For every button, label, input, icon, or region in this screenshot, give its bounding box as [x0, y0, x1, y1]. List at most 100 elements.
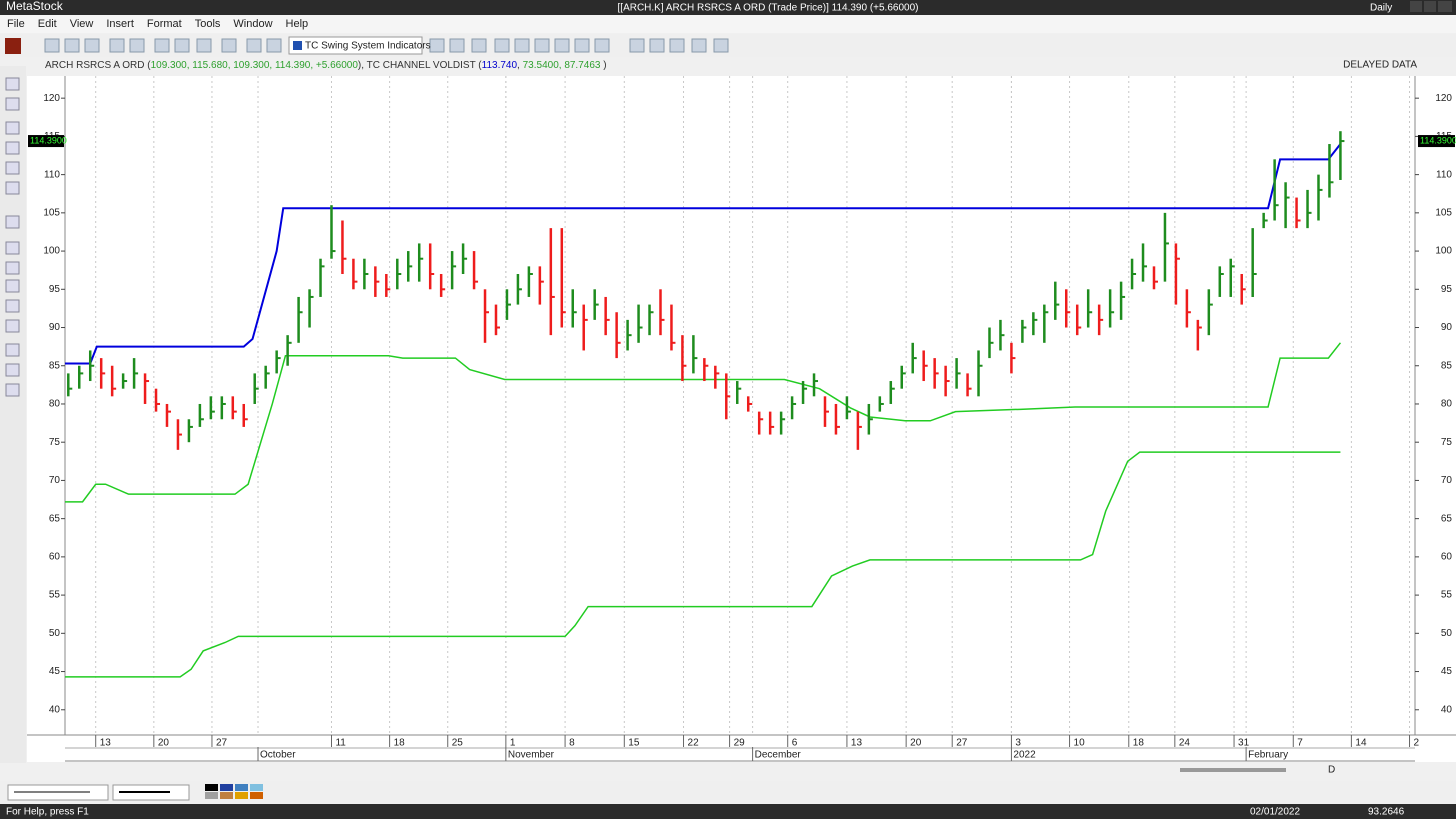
menu-item[interactable]: Edit — [38, 18, 57, 30]
x-tick-label: 2 — [1414, 738, 1420, 749]
x-tick-label: 22 — [688, 738, 700, 749]
palette-color[interactable] — [235, 792, 248, 799]
palette-color[interactable] — [220, 792, 233, 799]
tool-button[interactable] — [691, 38, 707, 53]
tool-button[interactable] — [471, 38, 487, 53]
tool-button[interactable] — [554, 38, 570, 53]
status-bar — [0, 804, 1456, 819]
menu-item[interactable]: Tools — [195, 18, 221, 30]
draw-tool[interactable] — [5, 299, 20, 313]
y-tick-label: 40 — [49, 704, 61, 715]
x-tick-label: 14 — [1355, 738, 1367, 749]
draw-tool[interactable] — [5, 161, 20, 175]
palette-color[interactable] — [250, 792, 263, 799]
status-value: 93.2646 — [1368, 807, 1405, 818]
tool-button[interactable] — [494, 38, 510, 53]
y-tick-label-right: 45 — [1441, 666, 1453, 677]
tool-button[interactable] — [64, 38, 80, 53]
draw-tool[interactable] — [5, 261, 20, 275]
palette-color[interactable] — [235, 784, 248, 791]
tool-button[interactable] — [174, 38, 190, 53]
draw-tool[interactable] — [5, 363, 20, 377]
template-dropdown[interactable] — [288, 36, 423, 55]
palette-color[interactable] — [205, 792, 218, 799]
month-label: 2022 — [1013, 750, 1036, 761]
draw-tool[interactable] — [5, 181, 20, 195]
tool-button[interactable] — [129, 38, 145, 53]
draw-tool[interactable] — [5, 241, 20, 255]
menu-item[interactable]: Insert — [106, 18, 134, 30]
plot: 40 40 45 45 50 50 55 55 60 60 65 65 70 70 75 75 80 80 85 85… — [28, 76, 1456, 761]
x-tick-label: 3 — [1015, 738, 1021, 749]
y-tick-label: 65 — [49, 513, 61, 524]
draw-tool[interactable] — [5, 77, 20, 91]
scroll-bar — [0, 763, 1456, 781]
y-tick-label: 110 — [44, 169, 60, 180]
tool-button[interactable] — [669, 38, 685, 53]
y-tick-label-right: 75 — [1441, 437, 1453, 448]
draw-tool[interactable] — [5, 141, 20, 155]
x-tick-label: 27 — [216, 738, 228, 749]
drawing-buttons — [5, 77, 20, 397]
tool-button[interactable] — [449, 38, 465, 53]
draw-tool[interactable] — [5, 279, 20, 293]
maximize[interactable] — [1424, 1, 1436, 12]
y-tick-label: 95 — [49, 284, 61, 295]
menu-item[interactable]: Window — [233, 18, 272, 30]
app-icon[interactable] — [5, 38, 21, 54]
month-label: October — [260, 750, 296, 761]
tool-button[interactable] — [429, 38, 445, 53]
info-segment: , — [517, 60, 523, 71]
menu-item[interactable]: Format — [147, 18, 182, 30]
x-tick-label: 20 — [910, 738, 922, 749]
tool-button[interactable] — [196, 38, 212, 53]
tool-button[interactable] — [84, 38, 100, 53]
draw-tool[interactable] — [5, 383, 20, 397]
draw-tool[interactable] — [5, 215, 20, 229]
tool-button[interactable] — [221, 38, 237, 53]
tool-button[interactable] — [514, 38, 530, 53]
tool-button[interactable] — [649, 38, 665, 53]
month-label: December — [755, 750, 802, 761]
y-tick-label-right: 70 — [1441, 475, 1453, 486]
bottom-toolbar — [0, 781, 1456, 803]
tool-button[interactable] — [109, 38, 125, 53]
info-line: ARCH RSRCS A ORD (109.300, 115.680, 109.… — [45, 60, 607, 71]
menu-item[interactable]: File — [7, 18, 25, 30]
draw-tool[interactable] — [5, 97, 20, 111]
menu-item[interactable]: Help — [286, 18, 309, 30]
y-tick-label: 70 — [49, 475, 61, 486]
y-tick-label: 105 — [43, 207, 60, 218]
toolbar-buttons — [44, 38, 729, 53]
palette-color[interactable] — [250, 784, 263, 791]
minimize[interactable] — [1410, 1, 1422, 12]
x-tick-label: 10 — [1074, 738, 1086, 749]
tool-button[interactable] — [154, 38, 170, 53]
draw-tool[interactable] — [5, 343, 20, 357]
tool-button[interactable] — [713, 38, 729, 53]
menu-item[interactable]: View — [70, 18, 94, 30]
tool-button[interactable] — [534, 38, 550, 53]
menus: File Edit View Insert Format Tools Window Help — [7, 18, 308, 30]
y-tick-label-right: 95 — [1441, 284, 1453, 295]
tool-button[interactable] — [574, 38, 590, 53]
tool-button[interactable] — [266, 38, 282, 53]
x-tick-label: 13 — [100, 738, 112, 749]
tool-button[interactable] — [594, 38, 610, 53]
tool-button[interactable] — [629, 38, 645, 53]
status-mode[interactable]: D — [1328, 765, 1335, 776]
y-tick-label-right: 55 — [1441, 590, 1453, 601]
palette-color[interactable] — [220, 784, 233, 791]
tool-button[interactable] — [44, 38, 60, 53]
tool-button[interactable] — [246, 38, 262, 53]
info-bar — [0, 57, 1456, 73]
info-segment: ) — [600, 60, 606, 71]
close[interactable] — [1438, 1, 1452, 12]
y-tick-label-right: 100 — [1435, 246, 1452, 257]
palette-color[interactable] — [205, 784, 218, 791]
draw-tool[interactable] — [5, 121, 20, 135]
scroll-thumb[interactable] — [1180, 768, 1286, 772]
y-tick-label: 100 — [43, 246, 60, 257]
x-tick-label: 13 — [851, 738, 863, 749]
draw-tool[interactable] — [5, 319, 20, 333]
